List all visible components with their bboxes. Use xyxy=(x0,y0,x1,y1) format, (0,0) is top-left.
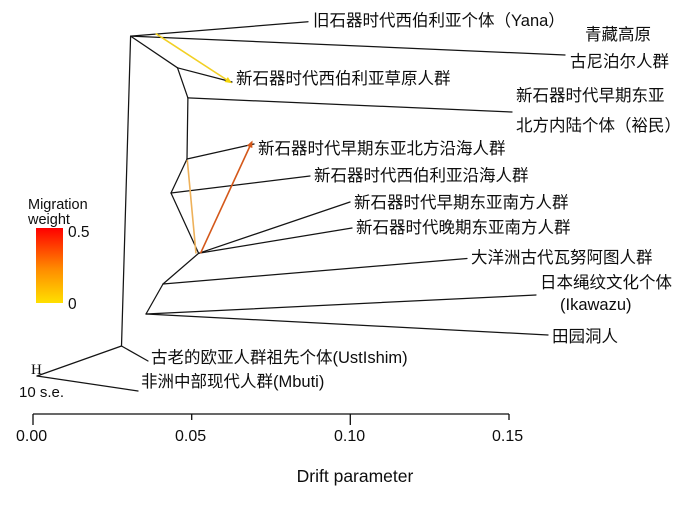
svg-text:0.5: 0.5 xyxy=(68,224,90,241)
svg-text:0.00: 0.00 xyxy=(16,428,47,445)
svg-text:Drift parameter: Drift parameter xyxy=(297,466,414,486)
svg-text:Migration: Migration xyxy=(28,197,88,213)
svg-text:0: 0 xyxy=(68,296,77,313)
svg-text:0.05: 0.05 xyxy=(175,428,206,445)
svg-text:0.10: 0.10 xyxy=(334,428,365,445)
svg-text:10 s.e.: 10 s.e. xyxy=(19,384,64,401)
svg-text:H: H xyxy=(31,362,42,378)
svg-text:0.15: 0.15 xyxy=(492,428,523,445)
svg-text:weight: weight xyxy=(27,212,70,228)
